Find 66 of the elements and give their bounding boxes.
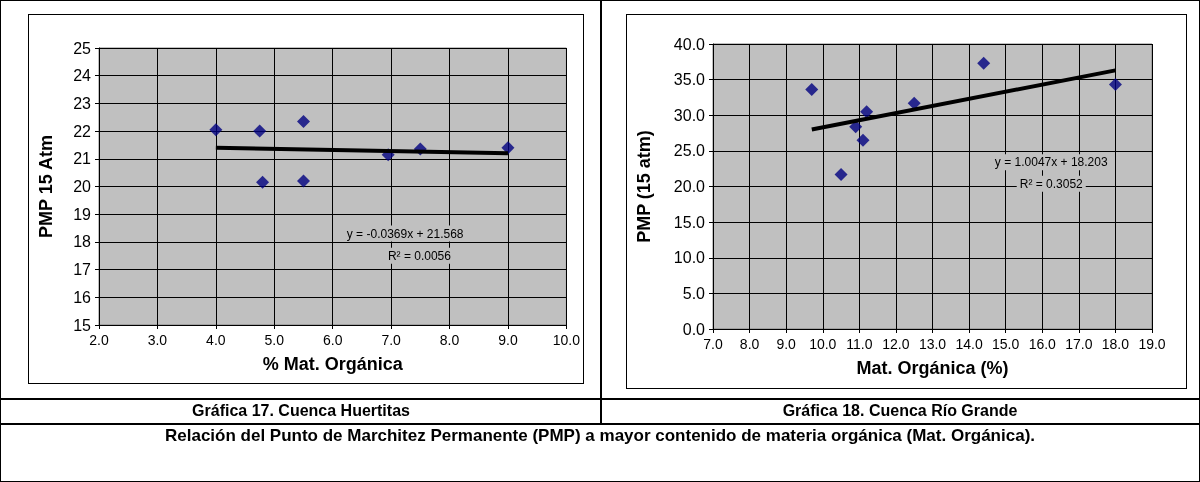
point: [856, 133, 870, 147]
y-tick-label: 21: [73, 150, 92, 168]
annotation: y = -0.0369x + 21.568: [346, 226, 464, 241]
x-tick-label: 2.0: [89, 332, 109, 348]
x-tick-label: 15.0: [992, 336, 1020, 352]
point: [907, 96, 921, 110]
text: Gráfica 17. Cuenca Huertitas: [0, 399, 602, 423]
x-tick-label: 8.0: [439, 332, 460, 348]
x-tick-label: 17.0: [1065, 336, 1093, 352]
y-tick-label: 15.0: [673, 213, 706, 231]
y-tick-label: 30.0: [673, 106, 706, 124]
y-tick-label: 18: [73, 233, 92, 251]
y-tick-label: 24: [73, 67, 92, 85]
annotation: R² = 0.0056: [387, 248, 452, 263]
x-tick-label: 7.0: [381, 332, 402, 348]
x-tick-label: 3.0: [147, 332, 168, 348]
y-tick-label: 35.0: [673, 71, 706, 89]
point: [834, 167, 848, 181]
y-tick-label: 0.0: [682, 320, 706, 338]
x-tick-label: 6.0: [322, 332, 343, 348]
x-tick-label: 12.0: [882, 336, 910, 352]
y-tick-label: 25: [73, 39, 92, 57]
point: [860, 105, 874, 119]
point: [209, 123, 223, 137]
x-tick-label: 13.0: [918, 336, 947, 352]
point: [977, 56, 991, 70]
x-tick-label: 5.0: [264, 332, 285, 348]
x-tick-label: 9.0: [776, 336, 797, 352]
y-axis-title: PMP 15 Atm: [36, 134, 56, 239]
x-tick-label: 8.0: [739, 336, 760, 352]
y-tick-label: 5.0: [682, 284, 706, 302]
y-tick-label: 40.0: [673, 35, 706, 53]
x-tick-label: 11.0: [846, 336, 873, 352]
point: [805, 83, 819, 97]
point: [253, 124, 267, 138]
y-tick-label: 15: [73, 316, 92, 334]
y-tick-label: 16: [73, 288, 92, 306]
y-tick-label: 19: [73, 205, 92, 223]
text: Relación del Punto de Marchitez Permanente (PMP) a mayor contenido de materia orgánica (Mat. Orgánica).: [164, 425, 1036, 447]
y-tick-label: 17: [73, 261, 92, 279]
point: [501, 141, 515, 155]
y-tick-label: 10.0: [673, 249, 706, 267]
point: [296, 174, 310, 188]
x-tick-label: 16.0: [1028, 336, 1057, 352]
y-axis-title: PMP (15 atm): [634, 130, 654, 243]
point: [1108, 78, 1122, 92]
point: [296, 114, 310, 128]
y-tick-label: 22: [73, 122, 92, 140]
text: Gráfica 18. Cuenca Río Grande: [600, 399, 1200, 423]
x-axis-title: % Mat. Orgánica: [262, 354, 404, 374]
y-tick-label: 20: [73, 178, 92, 195]
x-tick-label: 7.0: [703, 336, 723, 352]
x-tick-label: 14.0: [955, 336, 983, 352]
annotation: y = 1.0047x + 18.203: [994, 155, 1108, 170]
y-tick-label: 23: [73, 94, 92, 112]
x-tick-label: 18.0: [1101, 336, 1130, 352]
x-tick-label: 10.0: [552, 332, 581, 348]
y-tick-label: 20.0: [673, 178, 706, 195]
point: [256, 175, 270, 189]
y-tick-label: 25.0: [673, 142, 706, 160]
x-tick-label: 19.0: [1138, 336, 1166, 352]
x-tick-label: 10.0: [809, 336, 837, 352]
x-tick-label: 4.0: [206, 332, 226, 348]
x-axis-title: Mat. Orgánica (%): [856, 358, 1009, 378]
x-tick-label: 9.0: [498, 332, 518, 348]
annotation: R² = 0.3052: [1019, 176, 1084, 191]
